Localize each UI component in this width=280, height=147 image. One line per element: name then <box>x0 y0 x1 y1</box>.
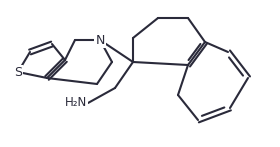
Text: H₂N: H₂N <box>65 96 87 110</box>
Text: N: N <box>95 34 105 46</box>
Text: S: S <box>14 66 22 78</box>
